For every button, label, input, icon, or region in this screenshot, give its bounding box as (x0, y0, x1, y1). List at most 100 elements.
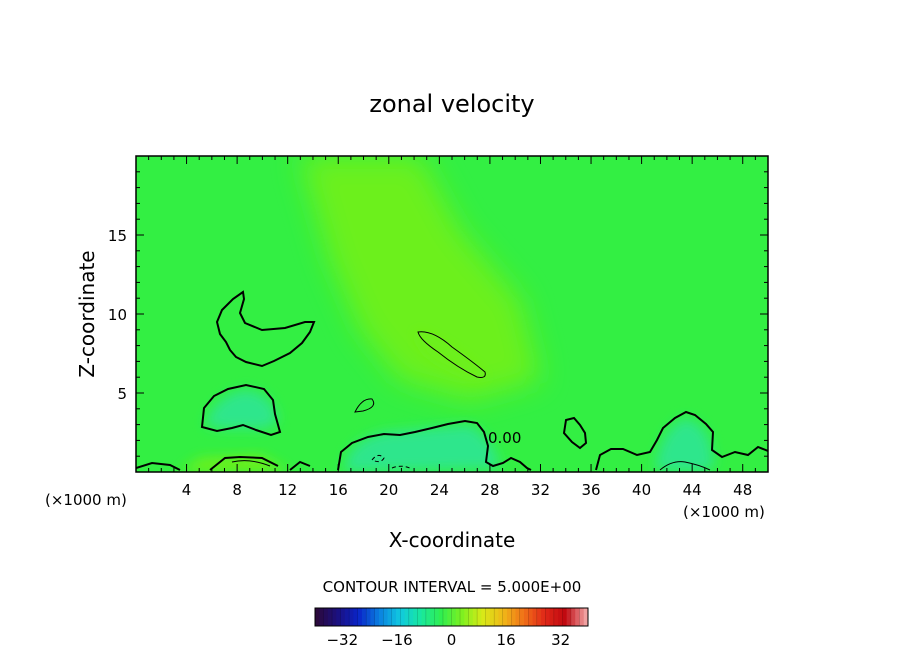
colorbar-cell (494, 608, 499, 626)
colorbar-cell (524, 608, 529, 626)
colorbar-frame (314, 607, 589, 627)
y-axis-ticks: 5 10 15 (108, 171, 768, 457)
colorbar-cell (319, 608, 325, 626)
positive-velocity-core (417, 332, 486, 378)
zero-contour-left-blob (200, 383, 282, 437)
colorbar-cell (417, 608, 423, 626)
colorbar-tick-label: 32 (551, 631, 570, 649)
colorbar-cell (477, 608, 482, 626)
colorbar-cell (421, 608, 427, 626)
contour-near-surface (231, 460, 711, 471)
colorbar-cell (481, 608, 487, 626)
zero-contour-crescent (215, 290, 316, 368)
x-axis-ticks: 4 8 12 16 20 24 28 32 36 40 44 48 (148, 156, 756, 499)
colorbar-cell (353, 608, 359, 626)
colorbar-cell (361, 608, 367, 626)
y-axis-label: Z-coordinate (75, 250, 99, 377)
zero-contour-central-band (337, 419, 532, 471)
negative-dashed-contour (371, 454, 413, 470)
x-tick-label: 20 (379, 481, 398, 499)
x-tick-label: 48 (733, 481, 752, 499)
x-tick-label: 4 (182, 481, 192, 499)
colorbar-tick-label: 0 (447, 631, 457, 649)
contour-small-loop (354, 398, 375, 413)
colorbar-cell (519, 608, 525, 626)
negative-velocity-region-right (655, 418, 715, 472)
y-tick-label: 10 (108, 306, 127, 324)
negative-velocity-region-center (345, 425, 500, 472)
colorbar-cell (562, 608, 568, 626)
colorbar-cell (468, 608, 474, 626)
colorbar-cell (434, 608, 440, 626)
colorbar-cell (349, 608, 354, 626)
x-tick-label: 36 (581, 481, 600, 499)
contour-value-label: 0.00 (488, 429, 521, 447)
colorbar-cell (553, 608, 559, 626)
colorbar-tick-labels: −32 −16 0 16 32 (326, 631, 570, 649)
colorbar-cell (400, 608, 406, 626)
colorbar-tick-label: −32 (326, 631, 358, 649)
colorbar-cell (387, 608, 393, 626)
x-axis-label: X-coordinate (389, 528, 516, 552)
colorbar-cell (570, 608, 576, 626)
colorbar-cell (532, 608, 538, 626)
colorbar-cell (579, 608, 585, 626)
y-tick-label: 5 (117, 385, 127, 403)
colorbar-cell (472, 608, 478, 626)
colorbar-cell (340, 608, 346, 626)
colorbar-cell (438, 608, 444, 626)
colorbar-cell (442, 608, 448, 626)
colorbar-cell (485, 608, 491, 626)
colorbar-cell (566, 608, 572, 626)
colorbar-tick-label: 16 (497, 631, 516, 649)
colorbar-cell (323, 608, 329, 626)
colorbar-cell (327, 608, 333, 626)
x-tick-label: 12 (278, 481, 297, 499)
colorbar-cell (383, 608, 389, 626)
x-tick-label: 16 (329, 481, 348, 499)
x-tick-label: 8 (232, 481, 242, 499)
colorbar-cell (498, 608, 504, 626)
velocity-field (180, 156, 715, 472)
colorbar-cell (502, 608, 508, 626)
x-tick-label: 40 (632, 481, 651, 499)
zero-contour-right-region (595, 410, 768, 471)
colorbar-cell (583, 608, 589, 626)
colorbar-cell (455, 608, 461, 626)
zero-contour-surface-left (136, 455, 311, 471)
contour-interval-label: CONTOUR INTERVAL = 5.000E+00 (323, 578, 582, 596)
colorbar-cell (370, 608, 376, 626)
colorbar-cell (396, 608, 401, 626)
colorbar-tick-label: −16 (381, 631, 413, 649)
colorbar-cell (391, 608, 397, 626)
x-unit-label-left: (×1000 m) (45, 491, 127, 509)
contour-lines (136, 290, 768, 471)
colorbar-cell (558, 608, 563, 626)
x-tick-label: 24 (430, 481, 449, 499)
colorbar-cell (506, 608, 512, 626)
colorbar-cell (447, 608, 452, 626)
colorbar-cell (528, 608, 534, 626)
colorbar-cell (451, 608, 457, 626)
colorbar-cell (425, 608, 431, 626)
colorbar (314, 607, 589, 627)
colorbar-cell (430, 608, 435, 626)
zero-contour-small-blob (562, 416, 588, 450)
colorbar-cell (315, 608, 320, 626)
colorbar-cell (366, 608, 371, 626)
colorbar-cell (489, 608, 495, 626)
colorbar-cell (549, 608, 555, 626)
colorbar-cell (344, 608, 350, 626)
colorbar-cell (357, 608, 363, 626)
negative-velocity-region-left (205, 390, 278, 429)
colorbar-cell (460, 608, 465, 626)
colorbar-cell (511, 608, 516, 626)
colorbar-cell (515, 608, 521, 626)
x-unit-label-right: (×1000 m) (683, 503, 765, 521)
x-tick-label: 28 (480, 481, 499, 499)
colorbar-cell (413, 608, 418, 626)
x-tick-label: 44 (683, 481, 702, 499)
x-tick-label: 32 (531, 481, 550, 499)
